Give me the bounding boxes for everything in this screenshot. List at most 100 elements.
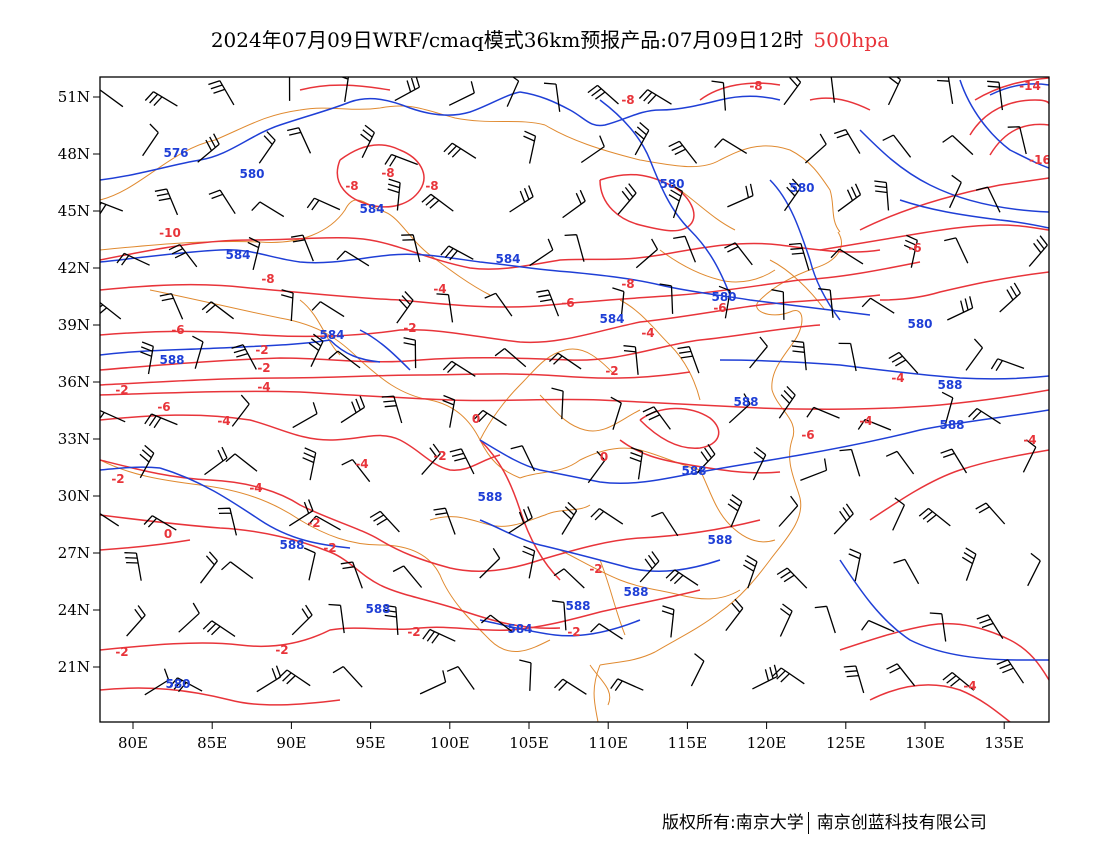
y-tick-label: 21N	[58, 658, 90, 676]
wind-barb	[199, 551, 218, 584]
wind-barb	[727, 183, 754, 208]
wind-barb	[308, 333, 324, 367]
temperature-label: -2	[605, 364, 618, 378]
wind-barb	[833, 503, 854, 535]
wind-barb	[124, 552, 142, 581]
wind-barb	[893, 558, 920, 585]
wind-barb	[882, 134, 912, 158]
wind-barb	[727, 494, 743, 528]
temperature-label: -4	[433, 282, 446, 296]
temperature-label: -2	[589, 562, 602, 576]
x-tick-label: 135E	[984, 734, 1024, 752]
wind-barb	[659, 283, 674, 314]
wind-barb	[996, 659, 1025, 684]
temperature-label: -6	[908, 241, 921, 255]
temperature-label: -4	[249, 481, 262, 495]
geopotential-contour	[479, 519, 721, 572]
wind-barb	[529, 238, 554, 267]
wind-barb	[885, 450, 915, 475]
wind-barb	[291, 604, 313, 636]
wind-barb	[443, 142, 477, 159]
geopotential-label: 584	[225, 248, 250, 262]
wind-barb	[838, 342, 857, 372]
wind-barb	[561, 501, 578, 535]
geopotential-label: 580	[789, 181, 814, 195]
wind-barb	[208, 80, 235, 106]
wind-barb	[725, 598, 744, 631]
wind-barb	[861, 619, 895, 633]
wind-barb	[665, 569, 699, 586]
wind-barb	[833, 128, 861, 154]
wind-barb	[126, 605, 146, 637]
wind-barb	[169, 677, 203, 693]
wind-barb	[341, 459, 371, 483]
geopotential-contour	[899, 199, 1049, 229]
wind-barb	[714, 138, 748, 154]
temperature-label: -2	[307, 516, 320, 530]
wind-barb	[403, 337, 417, 369]
wind-barb	[256, 665, 282, 693]
wind-barb	[990, 358, 1025, 372]
temperature-label: -2	[567, 625, 580, 639]
temperature-label: -2	[403, 321, 416, 335]
wind-barb	[888, 351, 919, 374]
wind-barb	[638, 89, 672, 105]
temperature-label: -2	[275, 643, 288, 657]
geopotential-label: 584	[319, 328, 344, 342]
wind-barb	[442, 360, 476, 377]
wind-barb	[642, 406, 671, 430]
x-tick-label: 125E	[826, 734, 866, 752]
company-text: 南京创蓝科技有限公司	[816, 813, 987, 833]
wind-barb	[590, 508, 624, 525]
wind-barb	[340, 395, 366, 424]
wind-barb	[947, 296, 974, 321]
y-tick-label: 36N	[58, 373, 90, 391]
temperature-contour	[336, 144, 425, 208]
wind-barb	[440, 245, 474, 261]
copyright-text: 版权所有:南京大学	[662, 813, 804, 833]
y-tick-label: 39N	[58, 316, 90, 334]
wind-barb	[623, 345, 639, 375]
wind-barb	[690, 653, 705, 687]
geopotential-label: 588	[939, 418, 964, 432]
temperature-label: -2	[407, 625, 420, 639]
wind-barb	[1022, 439, 1037, 473]
wind-barb	[806, 406, 840, 419]
wind-barb	[610, 396, 622, 430]
wind-barb	[139, 444, 155, 479]
wind-barb	[1007, 126, 1027, 155]
wind-barb	[839, 448, 861, 477]
x-tick-label: 110E	[588, 734, 628, 752]
geopotential-contour	[859, 129, 1049, 213]
wind-barb	[771, 289, 785, 320]
wind-barb	[695, 444, 716, 475]
temperature-contour	[809, 97, 871, 111]
temperature-label: -2	[115, 645, 128, 659]
wind-barb	[202, 620, 236, 637]
temperature-label: -4	[1023, 433, 1036, 447]
geopotential-contour	[100, 339, 331, 356]
temperature-contour	[100, 514, 561, 630]
boundary-line	[100, 459, 491, 641]
wind-barb	[449, 448, 475, 475]
temperature-label: -6	[157, 400, 170, 414]
temperature-label: -10	[159, 226, 181, 240]
wind-barb	[281, 289, 294, 321]
geopotential-label: 580	[907, 317, 932, 331]
wind-barb	[311, 301, 345, 318]
wind-barb	[192, 335, 204, 369]
wind-barb	[116, 252, 150, 266]
wind-barb	[800, 458, 828, 482]
x-tick-label: 105E	[509, 734, 549, 752]
y-tick-label: 51N	[58, 88, 90, 106]
geopotential-contour	[359, 329, 411, 371]
temperature-label: -8	[345, 179, 358, 193]
wind-barb	[178, 602, 200, 633]
geopotential-label: 584	[359, 202, 384, 216]
geopotential-contour	[599, 99, 731, 296]
wind-barb	[610, 678, 644, 691]
temperature-contour	[869, 684, 1011, 722]
geopotential-label: 580	[239, 167, 264, 181]
wind-barb	[635, 238, 659, 269]
